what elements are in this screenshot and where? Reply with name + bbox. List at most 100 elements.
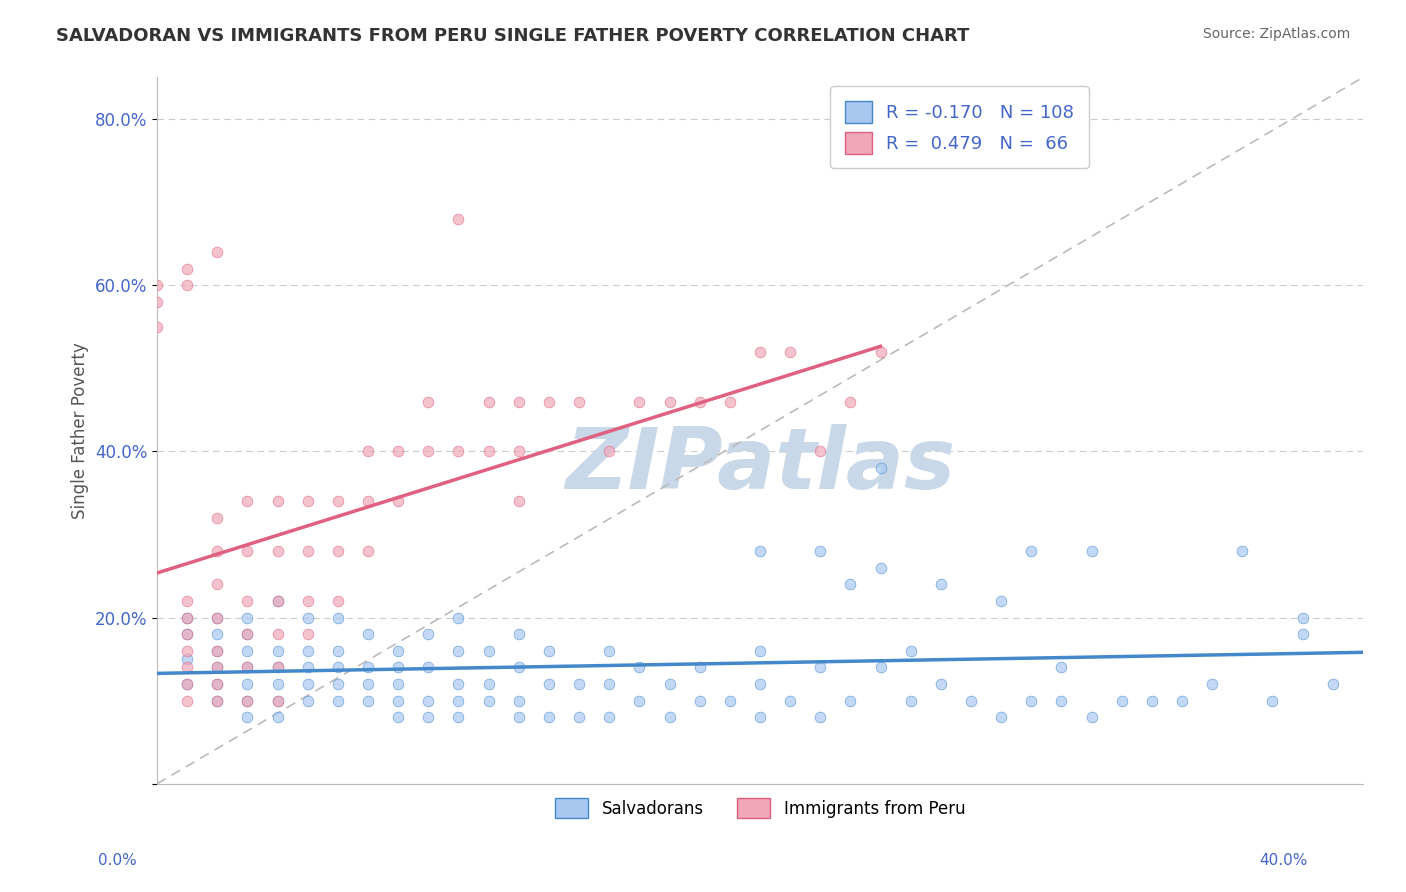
Point: [236, 594, 259, 608]
Point: [207, 693, 229, 707]
Point: [869, 461, 891, 475]
Point: [176, 660, 198, 674]
Point: [236, 610, 259, 624]
Point: [628, 693, 651, 707]
Point: [1201, 677, 1223, 691]
Point: [236, 627, 259, 641]
Point: [689, 660, 711, 674]
Point: [207, 677, 229, 691]
Point: [537, 394, 560, 409]
Point: [146, 319, 169, 334]
Point: [598, 677, 620, 691]
Point: [718, 394, 741, 409]
Point: [1080, 710, 1102, 724]
Point: [1232, 544, 1254, 558]
Point: [266, 644, 288, 658]
Point: [658, 710, 681, 724]
Point: [598, 710, 620, 724]
Point: [176, 278, 198, 293]
Point: [869, 344, 891, 359]
Point: [297, 594, 319, 608]
Point: [297, 610, 319, 624]
Point: [266, 677, 288, 691]
Point: [447, 710, 470, 724]
Point: [568, 394, 591, 409]
Point: [357, 660, 380, 674]
Point: [387, 710, 409, 724]
Point: [266, 693, 288, 707]
Point: [839, 577, 862, 591]
Text: SALVADORAN VS IMMIGRANTS FROM PERU SINGLE FATHER POVERTY CORRELATION CHART: SALVADORAN VS IMMIGRANTS FROM PERU SINGL…: [56, 27, 970, 45]
Point: [1050, 660, 1073, 674]
Point: [779, 344, 801, 359]
Point: [418, 444, 440, 458]
Y-axis label: Single Father Poverty: Single Father Poverty: [72, 343, 89, 519]
Point: [207, 660, 229, 674]
Point: [387, 644, 409, 658]
Point: [808, 710, 831, 724]
Point: [508, 627, 530, 641]
Point: [266, 693, 288, 707]
Point: [960, 693, 983, 707]
Point: [1019, 693, 1042, 707]
Point: [447, 644, 470, 658]
Point: [266, 627, 288, 641]
Point: [326, 610, 349, 624]
Point: [1140, 693, 1163, 707]
Point: [297, 494, 319, 508]
Point: [357, 544, 380, 558]
Point: [1291, 627, 1313, 641]
Point: [478, 644, 501, 658]
Point: [297, 644, 319, 658]
Point: [266, 544, 288, 558]
Point: [1111, 693, 1133, 707]
Point: [297, 627, 319, 641]
Point: [418, 394, 440, 409]
Point: [869, 560, 891, 574]
Point: [990, 710, 1012, 724]
Point: [387, 444, 409, 458]
Point: [236, 544, 259, 558]
Point: [326, 693, 349, 707]
Point: [929, 677, 952, 691]
Point: [236, 660, 259, 674]
Point: [266, 710, 288, 724]
Point: [749, 344, 772, 359]
Text: 40.0%: 40.0%: [1260, 854, 1308, 868]
Point: [478, 677, 501, 691]
Point: [689, 394, 711, 409]
Point: [779, 693, 801, 707]
Text: Source: ZipAtlas.com: Source: ZipAtlas.com: [1202, 27, 1350, 41]
Point: [326, 677, 349, 691]
Point: [749, 644, 772, 658]
Point: [266, 660, 288, 674]
Point: [357, 627, 380, 641]
Point: [387, 494, 409, 508]
Point: [1080, 544, 1102, 558]
Point: [236, 693, 259, 707]
Point: [207, 511, 229, 525]
Point: [236, 693, 259, 707]
Point: [266, 660, 288, 674]
Point: [418, 627, 440, 641]
Point: [628, 660, 651, 674]
Point: [387, 677, 409, 691]
Point: [297, 660, 319, 674]
Point: [478, 444, 501, 458]
Point: [146, 278, 169, 293]
Point: [418, 710, 440, 724]
Point: [176, 627, 198, 641]
Point: [537, 710, 560, 724]
Point: [537, 644, 560, 658]
Point: [1261, 693, 1284, 707]
Point: [447, 211, 470, 226]
Point: [176, 610, 198, 624]
Point: [326, 644, 349, 658]
Point: [568, 677, 591, 691]
Point: [1019, 544, 1042, 558]
Point: [207, 644, 229, 658]
Point: [447, 444, 470, 458]
Point: [839, 693, 862, 707]
Point: [297, 677, 319, 691]
Point: [266, 494, 288, 508]
